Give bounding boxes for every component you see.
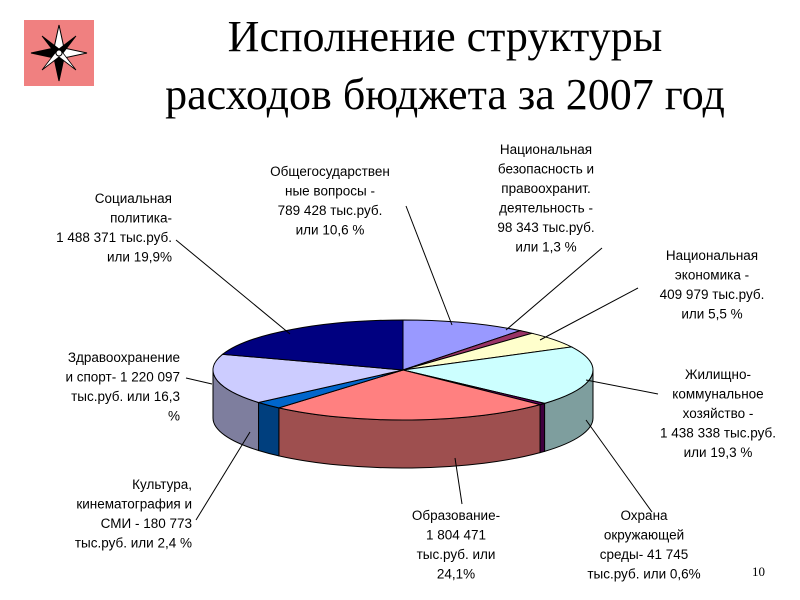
slice-label-8: Социальная политика- 1 488 371 тыс.руб. или… bbox=[56, 191, 172, 265]
slice-label-line: Национальная bbox=[666, 248, 758, 263]
pie-sides bbox=[212, 369, 594, 469]
slice-label-line: 98 343 тыс.руб. bbox=[497, 220, 594, 235]
slice-label-line: безопасность и bbox=[498, 162, 594, 177]
slice-label-6: Культура, кинематография и СМИ - 180 773 ты… bbox=[75, 477, 192, 551]
slice-label-line: тыс.руб. или 2,4 % bbox=[75, 536, 192, 551]
pie-slice-3 bbox=[402, 346, 594, 404]
leader-line-8 bbox=[175, 239, 291, 335]
slice-label-line: 1 488 371 тыс.руб. bbox=[56, 230, 172, 245]
pie-side-4 bbox=[539, 402, 546, 454]
pie-top bbox=[212, 319, 594, 421]
slice-label-line: 24,1% bbox=[437, 567, 475, 582]
slice-label-line: Национальная bbox=[500, 142, 592, 157]
leader-line-6 bbox=[195, 431, 251, 521]
leader-line-2 bbox=[539, 287, 639, 341]
compass-rose-icon bbox=[24, 20, 94, 86]
slice-label-line: или 10,6 % bbox=[296, 223, 365, 238]
title-line-2: расходов бюджета за 2007 год bbox=[165, 70, 725, 119]
pie-slice-5 bbox=[276, 369, 542, 421]
slice-label-2: Национальная экономика - 409 979 тыс.руб. и… bbox=[660, 248, 765, 322]
slice-label-line: коммунальное bbox=[672, 387, 763, 402]
leader-line-5 bbox=[454, 457, 463, 505]
slice-label-1: Национальная безопасность и правоохранит. д… bbox=[497, 142, 594, 255]
slice-label-line: тыс.руб. или 0,6% bbox=[587, 567, 700, 582]
compass-rose-logo bbox=[24, 20, 94, 86]
title-line-1: Исполнение структуры bbox=[227, 12, 663, 61]
slice-label-line: тыс.руб. или 16,3 bbox=[71, 389, 180, 404]
slice-label-line: 789 428 тыс.руб. bbox=[278, 203, 383, 218]
pie-side-6 bbox=[258, 401, 280, 457]
slice-label-line: политика- bbox=[110, 211, 172, 226]
slice-label-line: % bbox=[168, 409, 180, 424]
slice-label-line: и спорт- 1 220 097 bbox=[65, 370, 180, 385]
pie-slice-8 bbox=[221, 319, 404, 371]
slice-label-line: окружающей bbox=[604, 528, 684, 543]
slice-label-3: Жилищно-коммунальное хозяйство - 1 438 338… bbox=[660, 367, 776, 460]
slice-label-line: Здравоохранение bbox=[68, 350, 180, 365]
slice-label-0: Общегосударствен ные вопросы - 789 428 тыс… bbox=[270, 164, 390, 238]
slice-label-line: ные вопросы - bbox=[285, 184, 375, 199]
leader-lines bbox=[175, 205, 659, 521]
slice-label-line: или 19,3 % bbox=[684, 445, 753, 460]
leader-line-0 bbox=[405, 205, 453, 326]
page-number: 10 bbox=[752, 564, 765, 579]
slice-label-line: или 1,3 % bbox=[515, 240, 576, 255]
slice-label-line: 1 438 338 тыс.руб. bbox=[660, 426, 776, 441]
slice-labels: Общегосударствен ные вопросы - 789 428 тыс… bbox=[56, 142, 776, 582]
slice-label-line: хозяйство - bbox=[683, 406, 754, 421]
slice-label-line: 409 979 тыс.руб. bbox=[660, 287, 765, 302]
leader-line-3 bbox=[585, 379, 659, 395]
leader-line-1 bbox=[505, 247, 603, 331]
pie-slice-0 bbox=[402, 319, 522, 371]
leader-line-4 bbox=[585, 419, 653, 513]
slice-label-line: Образование- bbox=[412, 508, 500, 523]
slice-label-7: Здравоохранение и спорт- 1 220 097 тыс.руб… bbox=[65, 350, 180, 424]
slice-label-line: кинематография и bbox=[76, 497, 192, 512]
slice-label-line: 1 804 471 bbox=[426, 528, 486, 543]
leader-line-7 bbox=[185, 377, 213, 385]
slice-label-line: деятельность - bbox=[499, 201, 593, 216]
slice-label-line: СМИ - 180 773 bbox=[101, 516, 192, 531]
slice-label-line: Охрана bbox=[620, 508, 668, 523]
slice-label-line: или 19,9% bbox=[107, 250, 172, 265]
slice-label-line: Общегосударствен bbox=[270, 164, 390, 179]
slice-label-line: Культура, bbox=[132, 477, 192, 492]
slide-title: Исполнение структуры расходов бюджета за… bbox=[100, 8, 790, 124]
slice-label-4: Охрана окружающей среды- 41 745 тыс.руб. ил… bbox=[587, 508, 700, 582]
slice-label-line: Социальная bbox=[95, 191, 172, 206]
slice-label-line: экономика - bbox=[675, 268, 749, 283]
slice-label-line: правоохранит. bbox=[501, 181, 590, 196]
slice-label-line: тыс.руб. или bbox=[417, 547, 496, 562]
slice-label-line: или 5,5 % bbox=[681, 307, 742, 322]
slice-label-line: среды- 41 745 bbox=[600, 547, 689, 562]
slice-label-line: Жилищно- bbox=[685, 367, 751, 382]
slice-label-5: Образование- 1 804 471 тыс.руб. или 24,1% bbox=[412, 508, 500, 582]
